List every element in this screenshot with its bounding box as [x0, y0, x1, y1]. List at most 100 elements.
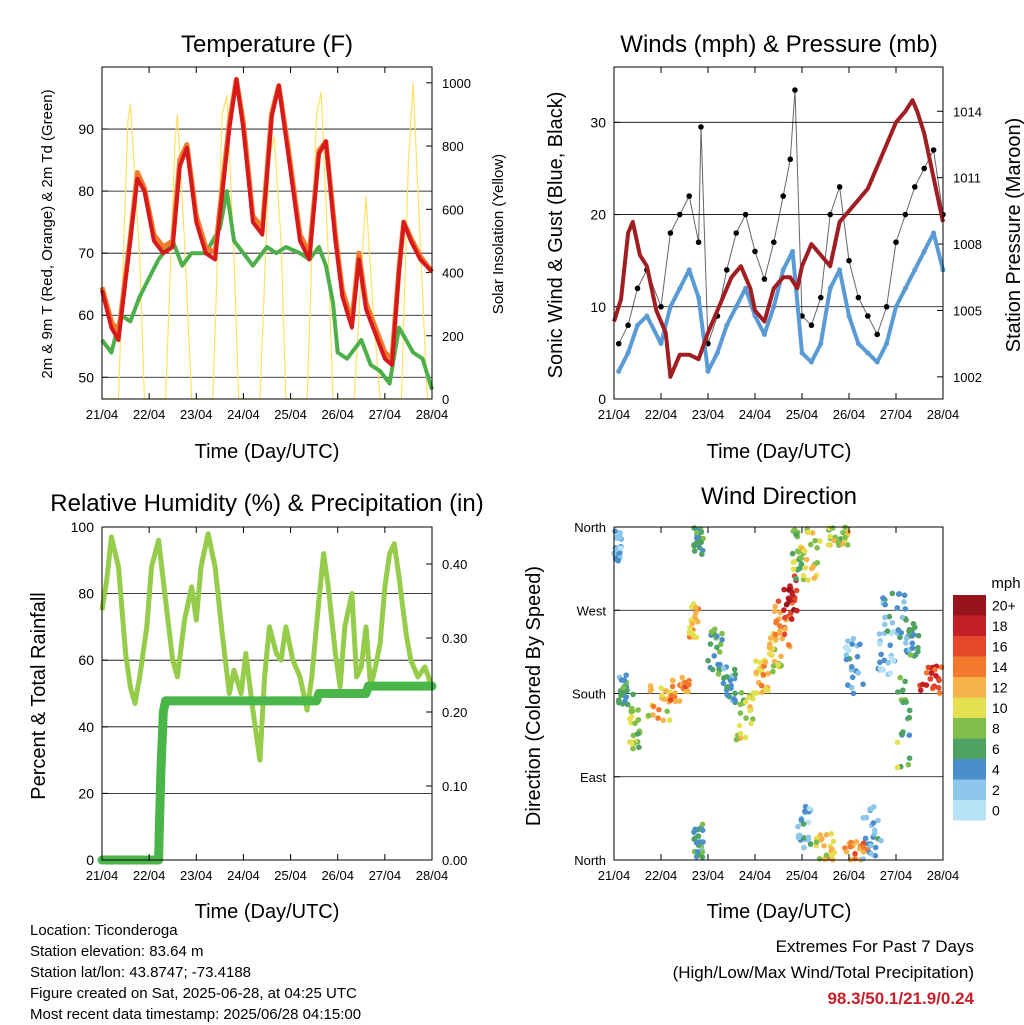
direction-point: [928, 670, 935, 676]
direction-point: [717, 641, 724, 647]
direction-point: [846, 647, 852, 653]
wind-speed-point: [771, 304, 777, 310]
direction-point: [829, 525, 836, 531]
winds-panel: Winds (mph) & Pressure (mb) 0 10 20 30 1002 1…: [545, 31, 1024, 463]
direction-point: [828, 831, 835, 837]
direction-point: [693, 610, 699, 616]
direction-point: [616, 699, 622, 706]
direction-point: [697, 538, 703, 544]
winds-xtick-label: 28/04: [927, 407, 960, 422]
temperature-xtick-label: 24/04: [227, 407, 260, 422]
direction-point: [705, 657, 711, 664]
direction-point: [686, 682, 692, 688]
direction-point: [917, 687, 924, 694]
direction-point: [720, 665, 727, 672]
direction-point: [800, 573, 807, 579]
direction-point: [737, 710, 744, 716]
direction-point: [612, 528, 618, 535]
wind-speed-point: [790, 248, 796, 254]
direction-point: [810, 563, 817, 570]
direction-point: [634, 731, 641, 737]
winds-xtick-label: 24/04: [739, 407, 772, 422]
direction-point: [789, 550, 796, 557]
temperature-xtick-label: 28/04: [416, 407, 449, 422]
direction-point: [894, 764, 901, 771]
direction-point: [738, 690, 745, 696]
direction-point: [693, 839, 700, 846]
wind-speed-point: [865, 350, 871, 356]
temperature-xtick-label: 22/04: [133, 407, 166, 422]
direction-point: [689, 621, 695, 627]
direction-point: [910, 632, 917, 638]
direction-point: [802, 565, 809, 571]
direction-point: [895, 689, 901, 695]
direction-point: [823, 852, 830, 858]
direction-point: [775, 598, 782, 604]
direction-point: [691, 829, 697, 835]
direction-point: [656, 706, 662, 713]
direction-point: [772, 631, 778, 638]
wind-speed-point: [625, 350, 631, 356]
direction-point: [801, 835, 807, 841]
direction-point: [669, 683, 676, 690]
wind-speed-point: [808, 359, 814, 365]
direction-point: [793, 587, 800, 594]
direction-point: [664, 708, 670, 715]
direction-point: [855, 670, 862, 676]
temperature-panel: Temperature (F) 50 60 70 80 90 0 200 400 600 800 1…: [39, 31, 507, 463]
wind-speed-point: [846, 313, 852, 319]
direction-point: [752, 690, 758, 696]
direction-point: [844, 542, 851, 548]
temperature-title: Temperature (F): [181, 31, 353, 58]
direction-point: [882, 601, 888, 608]
humidity-ytick-label: 100: [71, 519, 95, 535]
humidity-series: [99, 531, 435, 763]
created-text: Figure created on Sat, 2025-06-28, at 04…: [30, 985, 357, 1002]
direction-point: [915, 632, 922, 639]
direction-point: [790, 566, 797, 572]
winds-ylabel-right: Station Pressure (Maroon): [1003, 118, 1024, 353]
direction-panel: Wind Direction NorthEastSouthWestNorth21…: [523, 483, 1021, 923]
direction-point: [823, 832, 830, 838]
humidity-ytick-label: 0: [86, 852, 94, 868]
direction-point: [623, 672, 629, 678]
direction-point: [876, 631, 883, 637]
temperature-xtick-label: 26/04: [321, 407, 354, 422]
direction-point: [854, 653, 861, 660]
direction-point: [850, 635, 857, 642]
humidity-xtick-label: 21/04: [86, 868, 119, 883]
direction-point: [773, 636, 779, 642]
direction-point: [806, 805, 813, 812]
direction-point: [888, 655, 895, 662]
direction-point: [878, 651, 884, 658]
direction-point: [672, 698, 679, 705]
direction-point: [845, 529, 851, 535]
direction-point: [694, 529, 700, 536]
winds-ytick-label: 30: [590, 114, 606, 130]
direction-point: [691, 543, 697, 549]
temperature-ytick-label: 50: [78, 369, 94, 385]
direction-point: [903, 640, 909, 646]
colorbar-swatch: [953, 759, 986, 780]
direction-point: [772, 603, 778, 610]
colorbar-swatch: [953, 779, 986, 800]
humidity-ytick-label: 40: [78, 719, 94, 735]
wind-speed-point: [874, 359, 880, 365]
direction-xtick-label: 25/04: [786, 868, 819, 883]
direction-point: [737, 730, 744, 737]
direction-point: [797, 832, 803, 839]
wind-speed-point: [884, 341, 890, 347]
gust-trace: [618, 90, 944, 344]
direction-point: [863, 814, 870, 821]
direction-point: [860, 681, 866, 687]
direction-point: [620, 684, 627, 691]
direction-point: [719, 636, 725, 643]
direction-point: [630, 691, 636, 698]
direction-point: [786, 586, 792, 593]
direction-point: [835, 539, 842, 546]
speed-colorbar: mph 0 2 4 6 8 10 12 14 16 18 20+: [953, 575, 1021, 821]
direction-point: [659, 692, 665, 698]
direction-point: [636, 744, 642, 751]
direction-point: [898, 629, 904, 636]
